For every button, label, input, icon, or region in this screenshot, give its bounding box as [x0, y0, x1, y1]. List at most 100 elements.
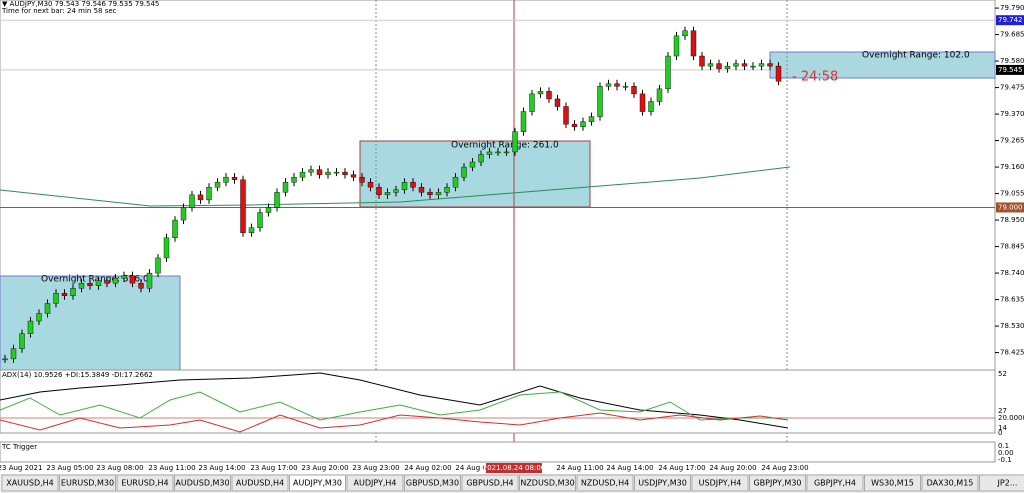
tab-label[interactable]: EURUSD,H4: [121, 479, 168, 488]
candle: [546, 91, 552, 100]
candle: [265, 207, 272, 213]
tab-label[interactable]: DAX30,M15: [927, 479, 974, 488]
candle: [197, 194, 204, 201]
tab-label[interactable]: NZDUSD,M30: [520, 479, 574, 488]
candle: [639, 93, 646, 112]
tab-label[interactable]: GBPJPY,M30: [753, 479, 801, 488]
candle: [503, 151, 510, 154]
time-label: 24 Aug 02:00: [404, 464, 451, 472]
candle: [146, 272, 153, 289]
candle: [563, 106, 569, 125]
y-tick-label: 79.055: [1000, 190, 1024, 198]
tab[interactable]: [921, 474, 979, 492]
candle: [529, 93, 535, 112]
time-label: 23 Aug 17:00: [250, 464, 297, 472]
tab[interactable]: [174, 474, 231, 492]
tab-label[interactable]: USDJPY,H4: [699, 479, 742, 488]
candle: [70, 288, 76, 296]
candle: [631, 86, 637, 95]
price-tag-label: 79.000: [998, 203, 1023, 211]
candle: [44, 303, 51, 314]
tab[interactable]: [59, 474, 116, 492]
candle: [223, 176, 229, 183]
candle: [138, 282, 144, 289]
time-label: 23 Aug 23:00: [352, 464, 399, 472]
time-label: 24 Aug 23:00: [761, 464, 808, 472]
tab[interactable]: [289, 474, 346, 492]
time-label: 24 Aug 11:00: [556, 464, 603, 472]
tab[interactable]: [864, 474, 921, 492]
candle: [750, 65, 756, 68]
candle: [282, 182, 289, 193]
candle: [707, 63, 714, 67]
time-label: 23 Aug 2021: [0, 464, 42, 472]
tab-label[interactable]: AUDUSD,H4: [236, 479, 284, 488]
tab-label[interactable]: GBPUSD,H4: [466, 479, 513, 488]
candle: [316, 169, 323, 175]
cursor-time-box: [486, 463, 542, 473]
tab[interactable]: [576, 474, 634, 492]
tab[interactable]: [404, 474, 461, 492]
time-label: 23 Aug 05:00: [46, 464, 93, 472]
tab-label[interactable]: XAUUSD,H4: [6, 479, 54, 488]
time-label: 24 Aug 17:00: [658, 464, 705, 472]
adx-pane: [0, 369, 996, 434]
tab-label[interactable]: GBPUSD,M30: [406, 479, 459, 488]
tab[interactable]: [634, 474, 691, 492]
tab[interactable]: [346, 474, 404, 492]
candle: [767, 63, 773, 67]
candle: [325, 171, 331, 175]
tab[interactable]: [231, 474, 289, 492]
tab-label[interactable]: AUDJPY,M30: [293, 479, 342, 488]
tab[interactable]: [519, 474, 576, 492]
candle: [214, 182, 221, 188]
range-box: [0, 275, 181, 371]
tab-label[interactable]: NZDUSD,H4: [581, 479, 629, 488]
candle: [775, 65, 782, 82]
tab-label[interactable]: AUDUSD,M30: [175, 479, 229, 488]
candle: [172, 219, 178, 238]
adx-label: ADX(14) 10.9526 +DI:15.3849 -DI:17.2662: [2, 371, 153, 379]
y-tick-label: 78.425: [1000, 349, 1024, 357]
candle: [342, 171, 348, 175]
y-tick-label: 79.265: [1000, 137, 1024, 145]
candle: [61, 293, 68, 296]
candle: [665, 55, 671, 90]
candle: [27, 320, 34, 334]
symbol-line: ▼ AUDJPY,M30 79.543 79.546 79.535 79.545: [2, 0, 159, 8]
tab[interactable]: [691, 474, 749, 492]
tab[interactable]: [116, 474, 174, 492]
candle: [452, 176, 459, 188]
candle: [299, 171, 306, 178]
tab[interactable]: [979, 474, 1024, 492]
tab[interactable]: [1, 474, 59, 492]
box-label: Overnight Range: 102.0: [862, 51, 970, 61]
candle: [469, 161, 476, 168]
tab[interactable]: [806, 474, 864, 492]
price-tag-label: 79.742: [998, 16, 1023, 24]
box-label: Overnight Range: 556.0: [41, 275, 149, 285]
tab-label[interactable]: AUDJPY,H4: [353, 479, 396, 488]
tab-label[interactable]: EURUSD,M30: [61, 479, 114, 488]
timer: Time for next bar: 24 min 58 sec: [1, 7, 117, 15]
price-tag: [996, 15, 1024, 26]
y-tick-label: 79.160: [1000, 163, 1024, 171]
candle: [155, 257, 161, 274]
candle: [512, 131, 518, 153]
trigger-tick: 0.00: [998, 449, 1014, 457]
cursor-time: 2021.08.24 08:00: [483, 464, 545, 472]
tab-label[interactable]: USDJPY,M30: [638, 479, 687, 488]
tab[interactable]: [749, 474, 806, 492]
tab-label[interactable]: WS30,M15: [871, 479, 914, 488]
tab[interactable]: [461, 474, 519, 492]
price-tag: [996, 64, 1024, 75]
adx-tick: 0: [998, 429, 1002, 437]
candle: [520, 111, 527, 132]
candle: [359, 176, 365, 183]
candle: [36, 313, 42, 322]
y-tick-label: 78.635: [1000, 296, 1024, 304]
tab-label[interactable]: JP2...: [997, 479, 1018, 488]
tab-label[interactable]: GBPJPY,H4: [814, 479, 856, 488]
candle: [350, 174, 357, 178]
